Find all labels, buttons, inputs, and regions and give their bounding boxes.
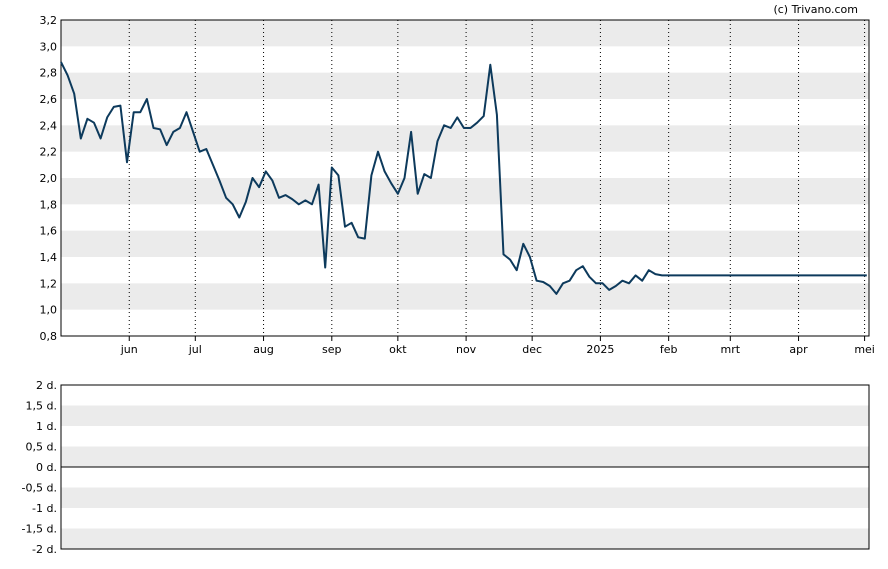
price-x-tick-label: sep (322, 343, 341, 356)
price-x-tick-label: mrt (721, 343, 741, 356)
volume-grid-band (61, 446, 869, 467)
price-y-tick-label: 1,2 (40, 277, 58, 290)
price-grid-band (61, 230, 869, 257)
price-grid-band (61, 125, 869, 152)
price-y-tick-label: 1,8 (40, 198, 58, 211)
price-x-tick-label: aug (253, 343, 274, 356)
volume-grid-band (61, 528, 869, 549)
volume-y-tick-label: -2 d. (32, 543, 57, 556)
price-y-tick-label: 2,2 (40, 146, 58, 159)
price-x-tick-label: jun (120, 343, 138, 356)
price-x-tick-label: mei (854, 343, 875, 356)
price-grid-band (61, 283, 869, 310)
price-x-tick-label: dec (522, 343, 542, 356)
price-plot-frame (60, 19, 870, 337)
price-x-tick-label: nov (456, 343, 477, 356)
price-y-tick-label: 0,8 (40, 330, 58, 343)
watermark: (c) Trivano.com (773, 3, 858, 16)
volume-y-tick-label: -1 d. (32, 502, 57, 515)
price-y-tick-label: 1,6 (40, 225, 58, 238)
price-y-tick-label: 2,0 (40, 172, 58, 185)
volume-y-tick-label: -0,5 d. (22, 482, 57, 495)
price-x-tick-label: 2025 (586, 343, 614, 356)
price-x-tick-label: feb (660, 343, 678, 356)
price-series-line (60, 61, 867, 295)
price-grid-band (61, 178, 869, 205)
volume-grid-band (61, 405, 869, 426)
price-x-tick-label: apr (789, 343, 808, 356)
volume-y-tick-label: 1 d. (36, 420, 57, 433)
volume-y-tick-label: 0,5 d. (26, 441, 57, 454)
price-y-tick-label: 2,6 (40, 93, 58, 106)
price-grid-band (61, 20, 869, 47)
price-y-tick-label: 1,4 (40, 251, 58, 264)
volume-y-tick-label: 1,5 d. (26, 400, 57, 413)
volume-grid-band (61, 487, 869, 508)
volume-y-tick-label: 0 d. (36, 461, 57, 474)
volume-y-tick-label: 2 d. (36, 379, 57, 392)
price-y-tick-label: 2,4 (40, 119, 58, 132)
price-y-tick-label: 3,2 (40, 14, 58, 27)
price-y-tick-label: 3,0 (40, 40, 58, 53)
price-y-tick-label: 2,8 (40, 67, 58, 80)
volume-y-tick-label: -1,5 d. (22, 523, 57, 536)
price-x-tick-label: jul (188, 343, 202, 356)
price-x-tick-label: okt (389, 343, 407, 356)
price-grid-band (61, 72, 869, 99)
price-y-tick-label: 1,0 (40, 304, 58, 317)
